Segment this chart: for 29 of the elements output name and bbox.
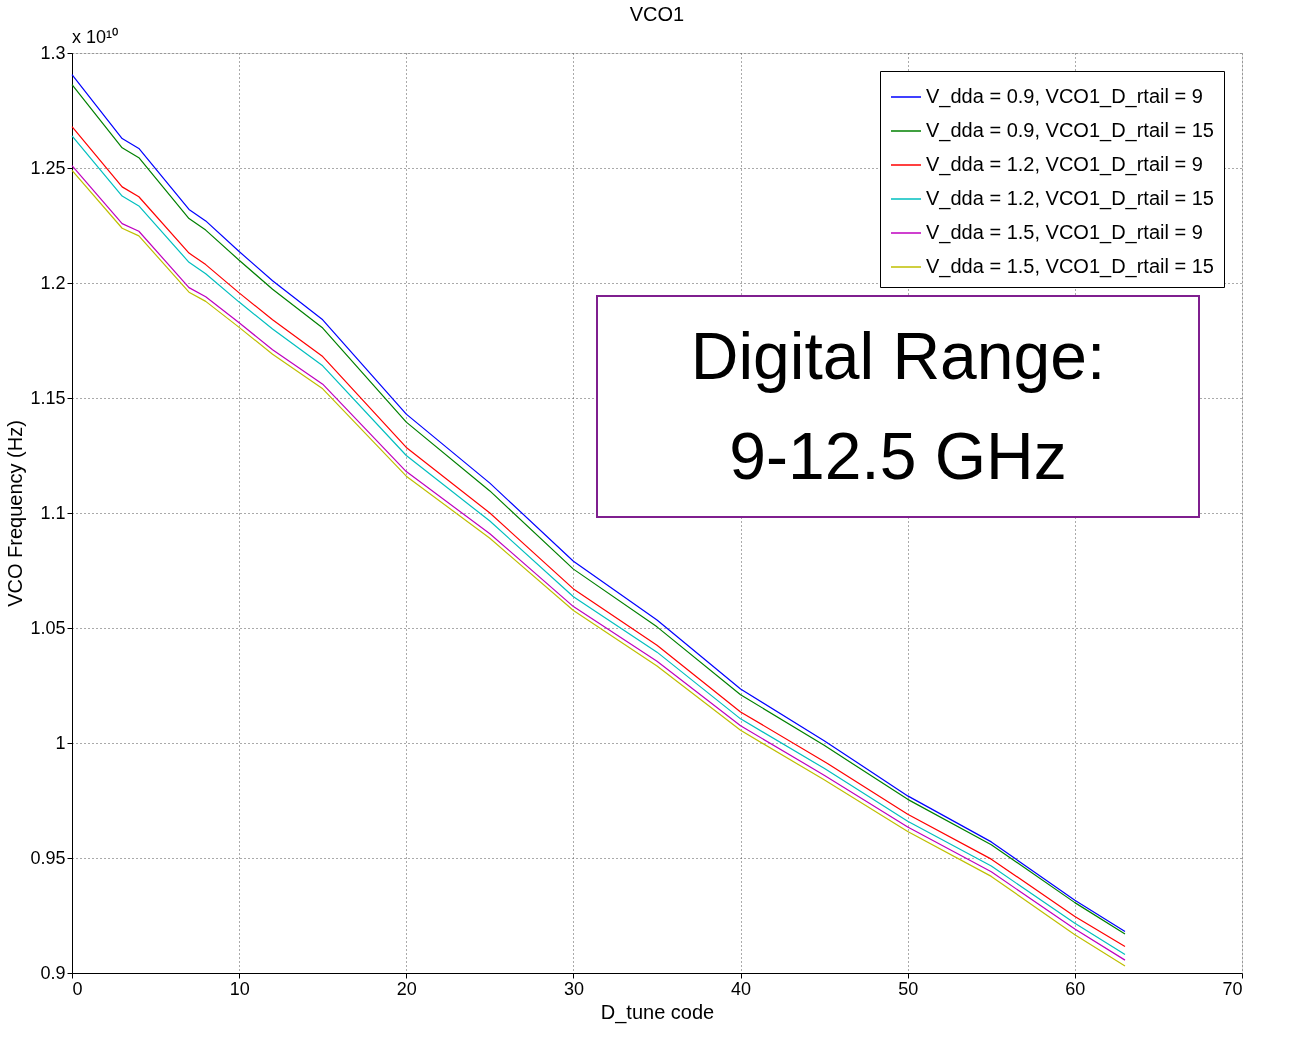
- annotation: Digital Range:: [690, 319, 1106, 393]
- legend-label: V_dda = 1.2, VCO1_D_rtail = 15: [926, 187, 1214, 210]
- legend-label: V_dda = 1.5, VCO1_D_rtail = 9: [926, 221, 1203, 244]
- chart-title: VCO1: [629, 3, 685, 25]
- x-tick-label: 40: [731, 978, 752, 999]
- y-tick-label: 1.3: [40, 42, 66, 63]
- y-tick-label: 1.1: [40, 502, 66, 523]
- x-tick-label: 0: [72, 978, 83, 999]
- legend-label: V_dda = 1.5, VCO1_D_rtail = 15: [926, 255, 1214, 278]
- y-tick-label: 1: [55, 732, 66, 753]
- y-tick-label: 1.25: [30, 157, 66, 178]
- x-tick-label: 70: [1222, 978, 1243, 999]
- y-tick-label: 1.2: [40, 272, 66, 293]
- y-tick-label: 1.15: [30, 387, 66, 408]
- text: x 10¹⁰: [72, 27, 119, 47]
- x-tick-label: 30: [563, 978, 584, 999]
- x-axis-title: D_tune code: [600, 1000, 715, 1024]
- annotation: 9-12.5 GHz: [729, 419, 1067, 493]
- y-tick-label: 0.95: [30, 847, 66, 868]
- x-tick-label: 10: [229, 978, 250, 999]
- legend-label: V_dda = 1.2, VCO1_D_rtail = 9: [926, 153, 1203, 176]
- x-tick-label: 60: [1065, 978, 1086, 999]
- legend-label: V_dda = 0.9, VCO1_D_rtail = 9: [926, 85, 1203, 108]
- x-tick-label: 20: [396, 978, 417, 999]
- legend-label: V_dda = 0.9, VCO1_D_rtail = 15: [926, 119, 1214, 142]
- y-tick-label: 0.9: [40, 962, 66, 983]
- x-tick-label: 50: [898, 978, 919, 999]
- y-axis-title: VCO Frequency (Hz): [4, 420, 27, 607]
- y-tick-label: 1.05: [30, 617, 66, 638]
